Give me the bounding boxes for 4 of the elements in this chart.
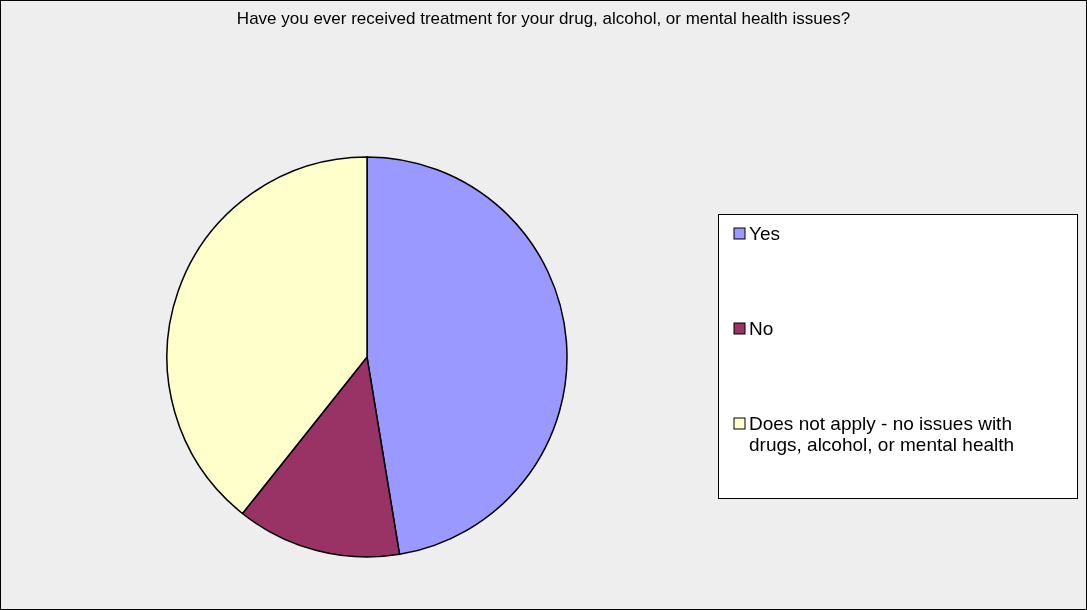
legend-label: Yes <box>749 223 780 244</box>
legend-label: Does not apply - no issues with drugs, alcohol, or mental health <box>749 413 1015 455</box>
chart-title: Have you ever received treatment for your drug, alcohol, or mental health issues? <box>236 9 851 28</box>
legend-label: No <box>749 318 774 339</box>
